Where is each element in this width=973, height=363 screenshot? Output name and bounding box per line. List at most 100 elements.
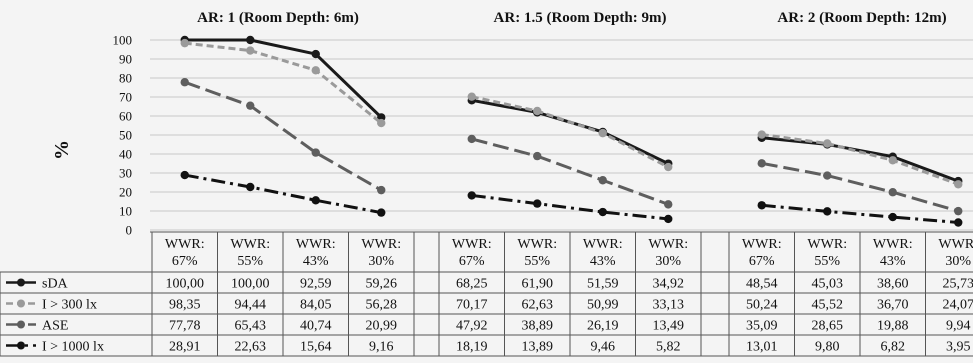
table-cell-value: 35,09 [746, 319, 778, 334]
data-point [664, 214, 673, 224]
table-cell-value: 68,25 [456, 277, 488, 292]
table-cell-value: 9,94 [946, 319, 971, 334]
y-tick-label: 20 [119, 185, 132, 200]
data-point [180, 170, 189, 180]
table-cell-value: 5,82 [656, 340, 681, 355]
table-cell-value: 61,90 [522, 277, 554, 292]
category-label: WWR:30% [361, 237, 401, 269]
legend-marker [17, 299, 25, 308]
category-label: WWR: 67% [452, 237, 492, 269]
table-cell-value: 24,07 [943, 298, 973, 313]
data-point [664, 162, 673, 172]
group-title: AR: 1.5 (Room Depth: 9m) [494, 10, 667, 26]
legend-marker [17, 320, 25, 329]
table-cell-value: 65,43 [235, 319, 267, 334]
data-point [757, 201, 766, 210]
table-cell-value: 19,88 [877, 319, 909, 334]
data-point [888, 212, 897, 222]
y-axis: % 0 10 20 30 40 50 60 70 80 90 100 [51, 33, 132, 238]
table-cell-value: 92,59 [300, 277, 332, 292]
table-cell-value: 3,95 [946, 340, 971, 355]
y-tick-label: 40 [119, 147, 132, 162]
data-point [377, 118, 386, 128]
table-cell-value: 100,00 [166, 277, 205, 292]
plot-area [180, 35, 963, 227]
table-cell-value: 36,70 [877, 298, 909, 313]
table-cell-value: 38,89 [522, 319, 554, 334]
data-point [311, 66, 320, 75]
legend-label: sDA [42, 277, 69, 292]
series-line [471, 137, 669, 206]
y-tick-label: 50 [119, 128, 132, 143]
data-point [757, 159, 766, 168]
data-point [598, 207, 607, 217]
table-cell-value: 77,78 [169, 319, 201, 334]
table-cell-value: 6,82 [881, 340, 906, 355]
data-point [246, 35, 255, 45]
group-title: AR: 2 (Room Depth: 12m) [777, 10, 946, 26]
data-point [246, 182, 255, 192]
data-point [954, 218, 963, 227]
y-tick-label: 60 [119, 109, 132, 124]
gridlines [150, 39, 973, 231]
data-point [180, 38, 189, 48]
table-cell-value: 45,52 [812, 298, 844, 313]
category-label: WWR:30% [938, 237, 973, 269]
table-cell-value: 47,92 [456, 319, 488, 334]
table-cell-value: 34,92 [653, 277, 685, 292]
table-cell-value: 28,65 [812, 319, 844, 334]
data-point [311, 49, 320, 59]
data-point [311, 148, 320, 157]
table-cell-value: 48,54 [746, 277, 778, 292]
y-tick-label: 10 [119, 204, 132, 219]
table-cell-value: 25,73 [943, 277, 973, 292]
series-line [761, 161, 959, 213]
data-point [467, 191, 476, 200]
data-point [823, 171, 832, 180]
data-point [377, 185, 386, 195]
data-point [533, 106, 542, 116]
data-point [246, 46, 255, 55]
table-cell-value: 18,19 [456, 340, 488, 355]
table-cell-value: 94,44 [235, 298, 267, 313]
table-cell-value: 100,00 [231, 277, 270, 292]
table-cell-value: 22,63 [235, 340, 267, 355]
table-cell-value: 13,89 [522, 340, 554, 355]
data-point [888, 156, 897, 165]
category-label: WWR: 43% [296, 237, 336, 269]
table-cell-value: 13,49 [653, 319, 685, 334]
table-cell-value: 51,59 [587, 277, 619, 292]
table-cell-value: 40,74 [300, 319, 332, 334]
table-cell-value: 56,28 [366, 298, 398, 313]
category-label: WWR: 67% [742, 237, 782, 269]
data-point [823, 207, 832, 216]
series-line [184, 80, 382, 192]
series-line [761, 203, 959, 224]
data-point [598, 128, 607, 138]
table-cell-value: 59,26 [366, 277, 398, 292]
category-label: WWR: 67% [165, 237, 205, 269]
category-label: WWR:30% [648, 237, 688, 269]
legend-marker [17, 341, 25, 350]
data-table: WWR: 67% WWR: 55% WWR: 43% WWR: 30% WWR: 67% WWR: 5… [0, 231, 973, 357]
table-cell-value: 9,80 [815, 340, 840, 355]
data-point [954, 180, 963, 189]
table-cell-value: 38,60 [877, 277, 909, 292]
data-point [467, 134, 476, 144]
y-tick-label: 0 [126, 223, 133, 238]
series-line [184, 38, 383, 119]
category-label: WWR: 43% [583, 237, 623, 269]
table-cell-value: 15,64 [300, 340, 332, 355]
data-point [311, 196, 320, 205]
legend-label: I > 1000 lx [42, 340, 104, 355]
table-cell-value: 84,05 [300, 298, 332, 313]
data-point [888, 188, 897, 197]
table-cell-value: 62,63 [522, 298, 554, 313]
group-titles: AR: 1 (Room Depth: 6m) AR: 1.5 (Room Dept… [197, 10, 946, 26]
group-title: AR: 1 (Room Depth: 6m) [197, 10, 359, 26]
data-point [467, 92, 476, 101]
y-axis-label: % [51, 140, 73, 160]
y-tick-label: 70 [119, 90, 132, 105]
legend-label: ASE [42, 319, 68, 334]
